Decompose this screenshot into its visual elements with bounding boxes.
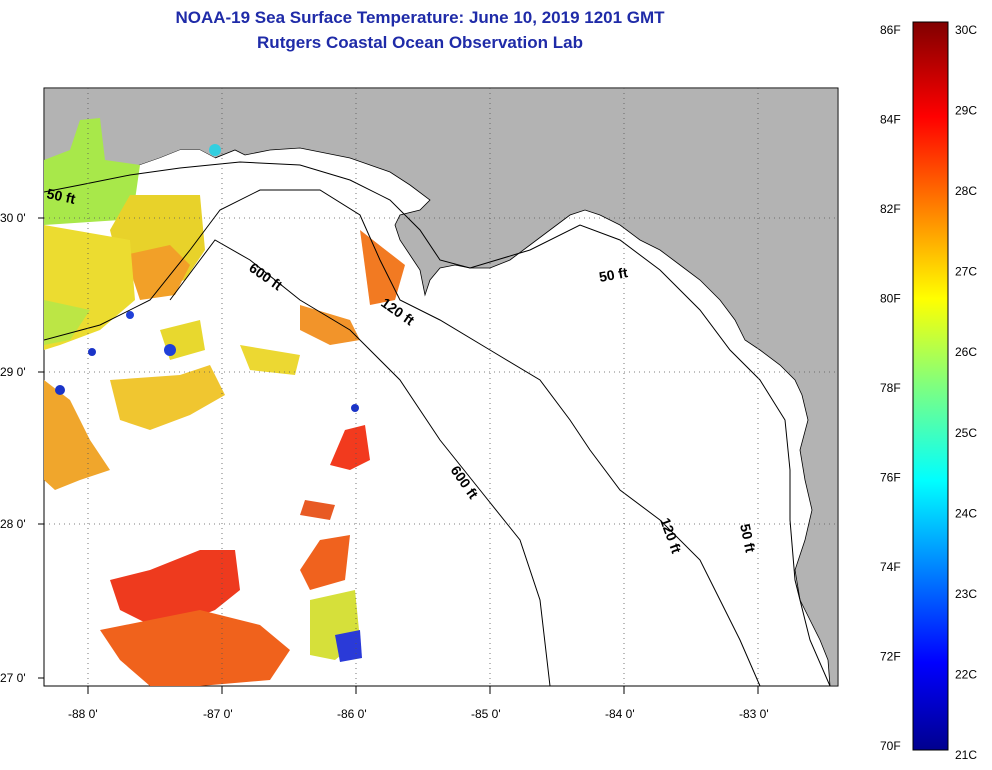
depth-contours: [44, 161, 831, 686]
contour-label-50ft-south: 50 ft: [737, 522, 759, 554]
colorbar-fahrenheit-label: 86F: [880, 23, 901, 37]
lat-label: 27 0': [0, 671, 26, 685]
colorbar-celsius-label: 25C: [955, 426, 977, 440]
colorbar-celsius-label: 29C: [955, 104, 977, 118]
colorbar-celsius-label: 27C: [955, 265, 977, 279]
colorbar-celsius-label: 26C: [955, 345, 977, 359]
colorbar-fahrenheit-label: 82F: [880, 202, 901, 216]
colorbar-celsius-label: 30C: [955, 23, 977, 37]
contour-label-50ft-east: 50 ft: [598, 264, 629, 285]
axis-ticks: [38, 217, 759, 694]
lon-label: -83 0': [739, 707, 769, 721]
colorbar-fahrenheit-label: 78F: [880, 381, 901, 395]
lon-label: -87 0': [203, 707, 233, 721]
colorbar-fahrenheit-label: 74F: [880, 560, 901, 574]
colorbar: [912, 21, 949, 751]
sst-data-patches: [44, 118, 405, 686]
lat-label: 30 0': [0, 211, 26, 225]
lon-label: -86 0': [337, 707, 367, 721]
chart-title: NOAA-19 Sea Surface Temperature: June 10…: [175, 8, 665, 27]
lat-label: 28 0': [0, 517, 26, 531]
colorbar-fahrenheit-label: 72F: [880, 650, 901, 664]
colorbar-fahrenheit-label: 80F: [880, 292, 901, 306]
lat-label: 29 0': [0, 365, 26, 379]
colorbar-celsius-label: 24C: [955, 506, 977, 520]
chart-subtitle: Rutgers Coastal Ocean Observation Lab: [257, 33, 583, 52]
lon-label: -88 0': [68, 707, 98, 721]
colorbar-celsius-label: 23C: [955, 587, 977, 601]
colorbar-celsius-label: 22C: [955, 667, 977, 681]
contour-label-50ft-west: 50 ft: [45, 185, 77, 207]
colorbar-fahrenheit-label: 84F: [880, 113, 901, 127]
lon-label: -85 0': [471, 707, 501, 721]
colorbar-fahrenheit-label: 70F: [880, 739, 901, 753]
colorbar-celsius-label: 21C: [955, 748, 977, 762]
colorbar-fahrenheit-label: 76F: [880, 471, 901, 485]
lon-label: -84 0': [605, 707, 635, 721]
colorbar-celsius-label: 28C: [955, 184, 977, 198]
